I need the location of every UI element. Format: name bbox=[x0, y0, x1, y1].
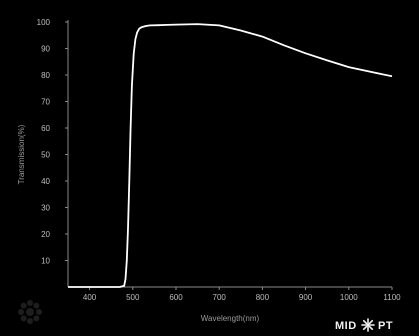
brand-star-icon bbox=[361, 318, 375, 332]
y-tick-label: 100 bbox=[37, 18, 51, 27]
watermark-dot bbox=[27, 300, 33, 306]
watermark-logo bbox=[18, 300, 42, 324]
watermark-dot bbox=[33, 315, 40, 322]
watermark-dot bbox=[33, 302, 40, 309]
y-axis-label: Transmission(%) bbox=[17, 124, 26, 184]
watermark-dot bbox=[20, 302, 27, 309]
y-tick-label: 40 bbox=[41, 177, 50, 186]
brand-star-ray bbox=[362, 325, 368, 331]
watermark-dot bbox=[18, 309, 24, 315]
transmission-curve bbox=[68, 23, 393, 288]
y-tick-label: 30 bbox=[41, 204, 50, 213]
watermark-center bbox=[26, 308, 34, 316]
x-tick-label: 400 bbox=[83, 293, 97, 302]
brand-star-center bbox=[366, 323, 370, 327]
brand-text-right: PT bbox=[378, 320, 393, 332]
brand-star-ray bbox=[368, 325, 374, 331]
y-tick-label: 80 bbox=[41, 71, 50, 80]
watermark-dot bbox=[20, 315, 27, 322]
y-tick-label: 10 bbox=[41, 257, 50, 266]
x-ticks: 400 500 600 700 800 900 1000 1100 bbox=[83, 287, 401, 302]
y-tick-label: 50 bbox=[41, 151, 50, 160]
brand-text-left: MID bbox=[335, 320, 357, 332]
watermark-dot bbox=[27, 318, 33, 324]
axes bbox=[67, 20, 392, 288]
x-tick-label: 500 bbox=[126, 293, 140, 302]
x-tick-label: 700 bbox=[213, 293, 227, 302]
y-tick-label: 20 bbox=[41, 230, 50, 239]
x-tick-label: 600 bbox=[169, 293, 183, 302]
y-tick-label: 60 bbox=[41, 124, 50, 133]
brand-logo: MID PT bbox=[335, 318, 393, 332]
y-tick-label: 90 bbox=[41, 45, 50, 54]
brand-star-ray bbox=[368, 319, 374, 325]
x-tick-label: 1100 bbox=[383, 293, 401, 302]
y-ticks: 10 20 30 40 50 60 70 80 90 100 bbox=[37, 18, 68, 266]
x-tick-label: 900 bbox=[299, 293, 313, 302]
x-tick-label: 1000 bbox=[340, 293, 358, 302]
brand-star-ray bbox=[362, 319, 368, 325]
x-axis-label: Wavelength(nm) bbox=[201, 314, 260, 323]
watermark-dot bbox=[36, 309, 42, 315]
y-tick-label: 70 bbox=[41, 98, 50, 107]
x-tick-label: 800 bbox=[256, 293, 270, 302]
series-layer bbox=[68, 23, 393, 288]
